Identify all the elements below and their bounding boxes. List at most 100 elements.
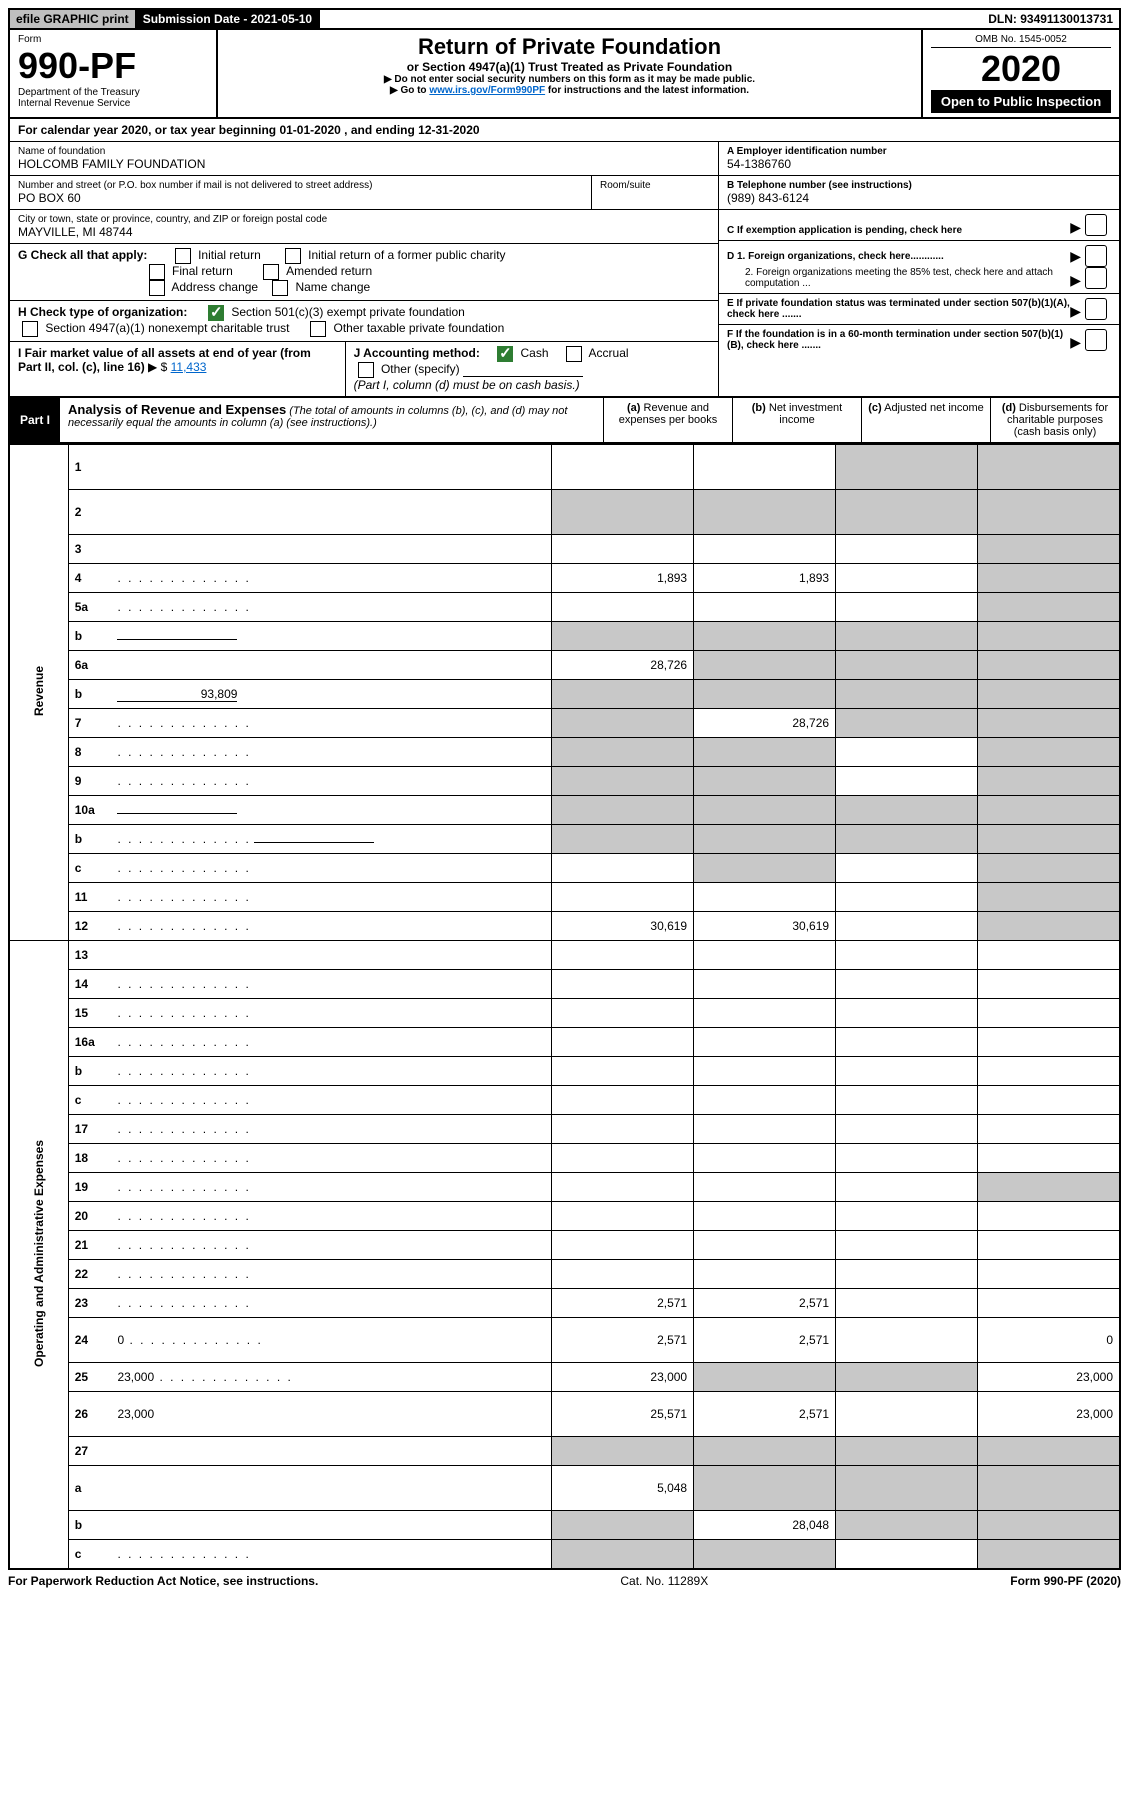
line-description [111,1289,551,1318]
h-other-checkbox[interactable] [310,321,326,337]
h-4947-checkbox[interactable] [22,321,38,337]
value-cell-c [836,490,978,535]
line-description [111,767,551,796]
line-number: 2 [68,490,111,535]
value-cell-c [836,680,978,709]
value-cell-a [552,941,694,970]
final-return-checkbox[interactable] [149,264,165,280]
name-change-checkbox[interactable] [272,280,288,296]
j-label: J Accounting method: [354,346,480,360]
form-number: 990-PF [18,45,208,87]
value-cell-b: 30,619 [694,912,836,941]
value-cell-d: 23,000 [977,1392,1120,1437]
value-cell-b: 2,571 [694,1392,836,1437]
value-cell-c [836,1392,978,1437]
phone-value: (989) 843-6124 [727,191,1111,205]
ein-label: A Employer identification number [727,146,1111,157]
col-c-header: (c) Adjusted net income [861,398,990,442]
value-cell-a [552,1437,694,1466]
value-cell-a [552,593,694,622]
value-cell-b: 2,571 [694,1289,836,1318]
opt-j-accrual: Accrual [589,346,629,360]
value-cell-c [836,1057,978,1086]
line-description [111,1511,551,1540]
value-cell-a [552,1144,694,1173]
opt-final-return: Final return [172,264,233,278]
value-cell-b [694,535,836,564]
inline-value: 93,809 [117,687,237,702]
j-other-checkbox[interactable] [358,362,374,378]
tax-year: 2020 [931,48,1111,90]
value-cell-a [552,854,694,883]
value-cell-c [836,1144,978,1173]
line-number: c [68,854,111,883]
value-cell-d [977,767,1120,796]
value-cell-d [977,709,1120,738]
opt-amended-return: Amended return [286,264,372,278]
line-description [111,1115,551,1144]
open-inspection-box: Open to Public Inspection [931,90,1111,113]
f-checkbox[interactable] [1085,329,1107,351]
value-cell-c [836,1260,978,1289]
value-cell-d: 0 [977,1318,1120,1363]
table-row: Operating and Administrative Expenses13 [9,941,1120,970]
value-cell-d [977,1511,1120,1540]
value-cell-d: 23,000 [977,1363,1120,1392]
d2-checkbox[interactable] [1085,267,1107,289]
table-row: 3 [9,535,1120,564]
value-cell-b [694,854,836,883]
opt-address-change: Address change [171,280,258,294]
value-cell-d [977,564,1120,593]
d1-checkbox[interactable] [1085,245,1107,267]
address-label: Number and street (or P.O. box number if… [18,180,583,191]
line-number: 26 [68,1392,111,1437]
amended-return-checkbox[interactable] [263,264,279,280]
inline-value [254,842,374,843]
efile-print-label[interactable]: efile GRAPHIC print [10,10,137,28]
line-description [111,1466,551,1511]
c-checkbox[interactable] [1085,214,1107,236]
e-checkbox[interactable] [1085,298,1107,320]
j-cash-checkbox[interactable] [497,346,513,362]
opt-initial-return: Initial return [198,248,261,262]
page-footer: For Paperwork Reduction Act Notice, see … [8,1570,1121,1592]
line-number: 18 [68,1144,111,1173]
i-value[interactable]: 11,433 [171,360,207,374]
line-number: 15 [68,999,111,1028]
value-cell-c [836,445,978,490]
table-row: b [9,825,1120,854]
line-number: 21 [68,1231,111,1260]
j-accrual-checkbox[interactable] [566,346,582,362]
table-row: 728,726 [9,709,1120,738]
line-description [111,709,551,738]
value-cell-b [694,651,836,680]
line-number: 1 [68,445,111,490]
line-description [111,593,551,622]
value-cell-c [836,1289,978,1318]
line-number: 25 [68,1363,111,1392]
line-number: 7 [68,709,111,738]
line-description [111,941,551,970]
line-description [111,1202,551,1231]
value-cell-d [977,1202,1120,1231]
h-501-checkbox[interactable] [208,305,224,321]
value-cell-c [836,593,978,622]
initial-return-checkbox[interactable] [175,248,191,264]
opt-j-other: Other (specify) [381,362,460,376]
opt-j-cash: Cash [521,346,549,360]
line-description [111,999,551,1028]
instr2-post: for instructions and the latest informat… [545,85,749,96]
value-cell-b [694,1057,836,1086]
value-cell-a [552,767,694,796]
value-cell-d [977,999,1120,1028]
address-change-checkbox[interactable] [149,280,165,296]
value-cell-d [977,1437,1120,1466]
form-header: Form 990-PF Department of the Treasury I… [8,30,1121,119]
value-cell-d [977,1466,1120,1511]
initial-former-checkbox[interactable] [285,248,301,264]
irs-link[interactable]: www.irs.gov/Form990PF [429,85,545,96]
value-cell-c [836,1028,978,1057]
opt-h-501: Section 501(c)(3) exempt private foundat… [231,305,464,319]
arrow-icon: ▶ [1070,303,1081,320]
value-cell-b [694,825,836,854]
